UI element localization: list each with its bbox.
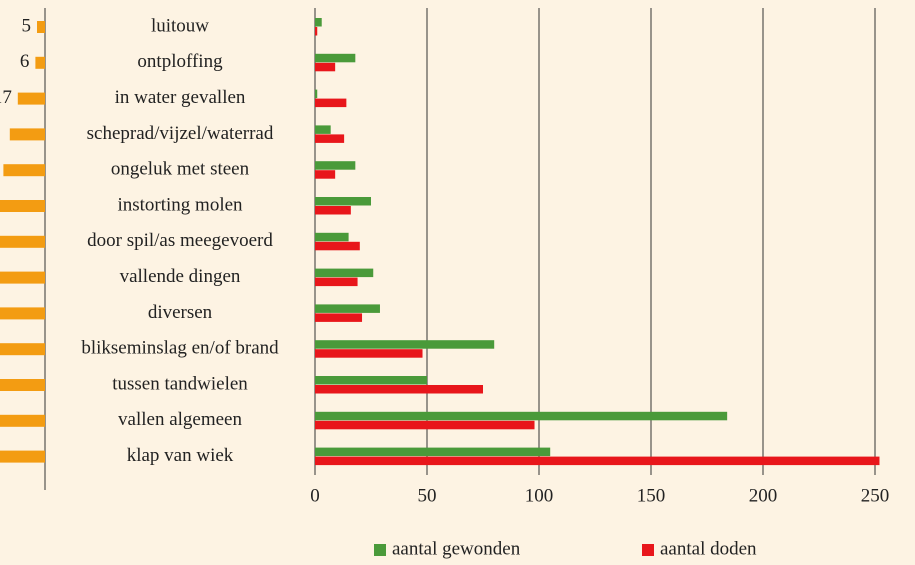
category-label: vallen algemeen [118, 409, 242, 430]
bar [315, 53, 356, 63]
category-label: vallende dingen [120, 266, 241, 287]
legend-label: aantal gewonden [392, 538, 521, 559]
bar [315, 206, 351, 215]
bar [315, 232, 349, 242]
bar [3, 164, 45, 177]
category-label: instorting molen [117, 194, 243, 215]
bar [315, 420, 535, 430]
bar [0, 307, 45, 320]
category-label: ongeluk met steen [111, 159, 250, 180]
bar [0, 200, 45, 212]
bar [0, 450, 45, 463]
bar [315, 161, 356, 170]
bar [9, 128, 46, 141]
bar [315, 313, 363, 322]
bar [315, 268, 374, 278]
bar [315, 241, 360, 251]
bar [315, 304, 380, 313]
x-tick-label: 250 [861, 485, 890, 506]
bar [0, 235, 46, 248]
bar [315, 197, 371, 206]
bar [315, 98, 347, 108]
category-label: door spil/as meegevoerd [87, 230, 273, 251]
bar [315, 340, 495, 349]
category-label: diversen [148, 302, 213, 323]
category-label: scheprad/vijzel/waterrad [87, 123, 274, 144]
bar [315, 349, 423, 358]
x-tick-label: 100 [525, 485, 554, 506]
category-label: klap van wiek [127, 445, 234, 466]
bar [35, 56, 45, 69]
legend-label: aantal doden [660, 538, 757, 559]
x-tick-label: 50 [418, 485, 437, 506]
bar [0, 271, 45, 284]
category-label: tussen tandwielen [112, 373, 248, 394]
bar [315, 125, 331, 134]
legend-swatch [642, 544, 654, 556]
data-label: 17 [0, 87, 12, 108]
bar [0, 414, 45, 427]
bar [315, 170, 336, 179]
bar [315, 376, 427, 385]
x-tick-label: 150 [637, 485, 666, 506]
category-label: luitouw [151, 15, 209, 36]
bar [315, 456, 880, 466]
bar [315, 277, 358, 287]
category-label: in water gevallen [115, 87, 246, 108]
category-label: blikseminslag en/of brand [81, 338, 279, 359]
bar [315, 134, 345, 143]
bar [315, 447, 551, 457]
bar [315, 18, 322, 27]
legend-swatch [374, 544, 386, 556]
bar [315, 89, 318, 99]
bar [315, 411, 728, 421]
bar [37, 21, 45, 33]
x-tick-label: 200 [749, 485, 778, 506]
bar [315, 62, 336, 72]
bar [0, 379, 45, 391]
x-tick-label: 0 [310, 485, 320, 506]
bar [315, 385, 483, 394]
bar [17, 92, 45, 105]
bar [0, 343, 45, 356]
data-label: 5 [22, 15, 32, 36]
category-label: ontploffing [137, 51, 223, 72]
bar [315, 27, 318, 36]
data-label: 6 [20, 51, 30, 72]
